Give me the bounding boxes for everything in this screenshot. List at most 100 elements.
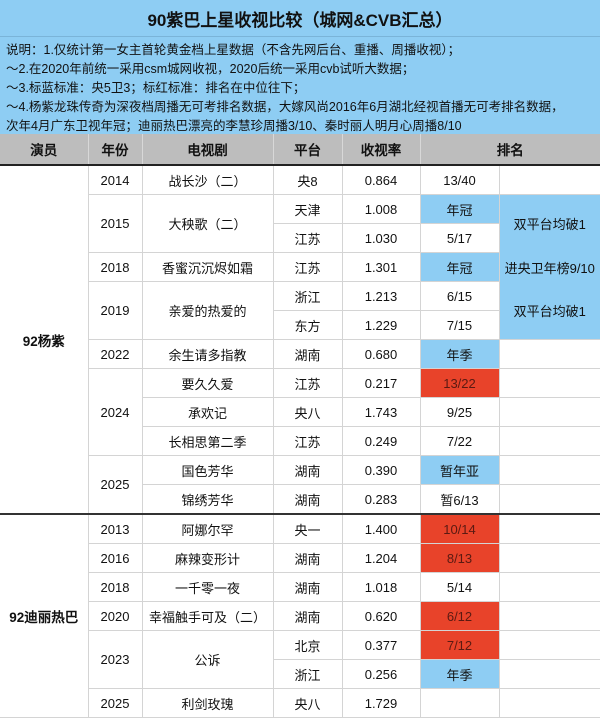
platform-cell: 湖南 [272, 484, 343, 515]
rank-cell: 年冠 [419, 252, 500, 282]
note-cell [498, 368, 600, 398]
rating-cell: 1.229 [341, 310, 421, 340]
platform-cell: 浙江 [272, 659, 343, 689]
header-platform: 平台 [273, 134, 343, 166]
note-cell [498, 339, 600, 369]
platform-cell: 东方 [272, 310, 343, 340]
drama-cell: 香蜜沉沉烬如霜 [141, 252, 274, 282]
rank-cell: 暂6/13 [419, 484, 500, 515]
drama-cell: 一千零一夜 [141, 572, 274, 602]
year-cell: 2014 [87, 164, 143, 195]
rating-cell: 0.256 [341, 659, 421, 689]
note-line: ～4.杨紫龙珠传奇为深夜档周播无可考排名数据，大嫁风尚2016年6月湖北经视首播… [6, 100, 564, 114]
platform-cell: 湖南 [272, 601, 343, 631]
rating-cell: 0.283 [341, 484, 421, 515]
table-row: 江苏 1.030 5/17 [0, 223, 600, 253]
rating-cell: 1.743 [341, 397, 421, 427]
rank-cell: 5/14 [419, 572, 500, 602]
rank-cell: 10/14 [419, 513, 500, 544]
note-cell: 进央卫年榜9/10 [498, 252, 600, 282]
drama-cell: 锦绣芳华 [141, 484, 274, 515]
platform-cell: 湖南 [272, 455, 343, 485]
header-drama: 电视剧 [142, 134, 274, 166]
table-header-row: 演员 年份 电视剧 平台 收视率 排名 [0, 134, 600, 166]
drama-cell: 承欢记 [141, 397, 274, 427]
header-actor: 演员 [0, 134, 89, 166]
table-row: 2016 麻辣变形计 湖南 1.204 8/13 [0, 543, 600, 573]
table-row: 92杨紫 2014 战长沙（二） 央8 0.864 13/40 [0, 164, 600, 515]
platform-cell: 湖南 [272, 543, 343, 573]
rating-cell: 1.729 [341, 688, 421, 718]
table-row: 2019 亲爱的热爱的 浙江 1.213 6/15 双平台均破1 [0, 281, 600, 340]
table-row: 2025 国色芳华 湖南 0.390 暂年亚 [0, 455, 600, 515]
platform-cell: 央八 [272, 397, 343, 427]
rank-cell: 13/22 [419, 368, 500, 398]
platform-cell: 浙江 [272, 281, 343, 311]
table-row: 锦绣芳华 湖南 0.283 暂6/13 [0, 484, 600, 515]
platform-cell: 江苏 [272, 223, 343, 253]
note-cell [498, 426, 600, 456]
note-line: 说明：1.仅统计第一女主首轮黄金档上星数据（不含先网后台、重播、周播收视）； [6, 43, 461, 57]
rank-cell: 7/12 [419, 630, 500, 660]
ratings-table: 演员 年份 电视剧 平台 收视率 排名 92杨紫 2014 战长沙（二） 央8 … [0, 134, 600, 718]
rating-cell: 0.680 [341, 339, 421, 369]
note-cell [498, 484, 600, 515]
drama-cell: 长相思第二季 [141, 426, 274, 456]
year-cell: 2023 [87, 630, 143, 689]
rating-cell: 0.217 [341, 368, 421, 398]
rating-cell: 0.390 [341, 455, 421, 485]
note-cell [498, 164, 600, 195]
rating-cell: 0.377 [341, 630, 421, 660]
table-row: 2023 公诉 北京 0.377 7/12 [0, 630, 600, 689]
drama-cell: 国色芳华 [141, 455, 274, 485]
year-cell: 2016 [87, 543, 143, 573]
table-row: 2024 要久久爱 江苏 0.217 13/22 [0, 368, 600, 456]
drama-cell: 阿娜尔罕 [141, 513, 274, 544]
note-cell [498, 455, 600, 485]
note-cell: 双平台均破1 [498, 194, 600, 253]
rating-cell: 0.620 [341, 601, 421, 631]
platform-cell: 央八 [272, 688, 343, 718]
drama-cell: 战长沙（二） [141, 164, 274, 195]
notes-block: 说明：1.仅统计第一女主首轮黄金档上星数据（不含先网后台、重播、周播收视）； ～… [0, 37, 600, 134]
rating-cell: 1.204 [341, 543, 421, 573]
drama-cell: 幸福触手可及（二） [141, 601, 274, 631]
year-cell: 2015 [87, 194, 143, 253]
year-cell: 2022 [87, 339, 143, 369]
rank-cell: 13/40 [419, 164, 500, 195]
year-cell: 2018 [87, 572, 143, 602]
drama-cell: 亲爱的热爱的 [141, 281, 274, 340]
rank-cell: 年冠 [419, 194, 500, 224]
drama-cell: 余生请多指教 [141, 339, 274, 369]
table-row: 长相思第二季 江苏 0.249 7/22 [0, 426, 600, 456]
rank-cell [419, 688, 500, 718]
note-cell [498, 513, 600, 544]
rank-cell: 9/25 [419, 397, 500, 427]
platform-cell: 江苏 [272, 252, 343, 282]
header-rating: 收视率 [342, 134, 421, 166]
platform-cell: 央8 [272, 164, 343, 195]
header-rank: 排名 [420, 134, 600, 166]
year-cell: 2013 [87, 513, 143, 544]
note-cell [498, 688, 600, 718]
rating-cell: 0.249 [341, 426, 421, 456]
rating-cell: 1.213 [341, 281, 421, 311]
rank-cell: 6/15 [419, 281, 500, 311]
rank-cell: 5/17 [419, 223, 500, 253]
rating-cell: 0.864 [341, 164, 421, 195]
platform-cell: 湖南 [272, 339, 343, 369]
note-line: 次年4月广东卫视年冠；迪丽热巴漂亮的李慧珍周播3/10、秦时丽人明月心周播8/1… [6, 119, 462, 133]
table-row: 2025 利剑玫瑰 央八 1.729 [0, 688, 600, 718]
table-row: 2015 大秧歌（二） 天津 1.008 年冠 双平台均破1 [0, 194, 600, 253]
year-cell: 2024 [87, 368, 143, 456]
rank-cell: 6/12 [419, 601, 500, 631]
rank-cell: 年季 [419, 339, 500, 369]
note-cell: 双平台均破1 [498, 281, 600, 340]
year-cell: 2025 [87, 455, 143, 515]
year-cell: 2019 [87, 281, 143, 340]
drama-cell: 大秧歌（二） [141, 194, 274, 253]
note-cell [498, 601, 600, 631]
rating-cell: 1.400 [341, 513, 421, 544]
year-cell: 2020 [87, 601, 143, 631]
platform-cell: 央一 [272, 513, 343, 544]
